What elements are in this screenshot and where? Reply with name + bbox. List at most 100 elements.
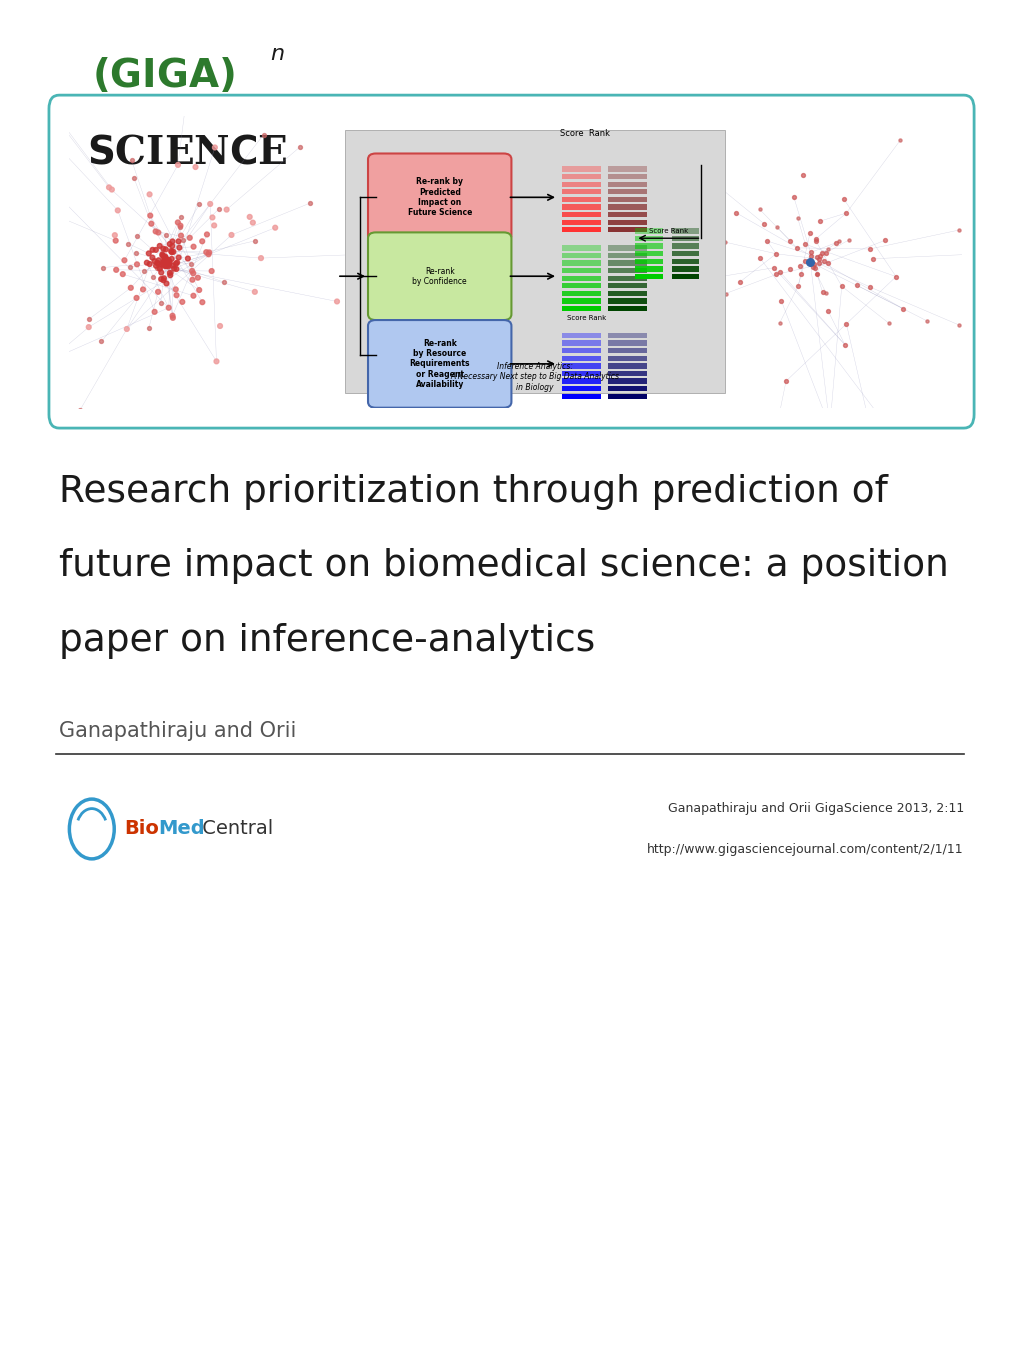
Point (185, 285, 202, 307)
Point (160, 296, 176, 318)
Bar (561, 341, 600, 345)
Bar (607, 348, 646, 353)
Point (162, 265, 178, 287)
Point (805, 253, 821, 275)
Point (184, 269, 201, 291)
Point (162, 262, 178, 284)
Bar (635, 236, 662, 241)
Bar (561, 333, 600, 338)
Point (158, 253, 174, 275)
Point (145, 239, 161, 261)
Point (148, 220, 164, 242)
Text: Inference Analytics:
A Necessary Next step to Big Data Analytics
in Biology: Inference Analytics: A Necessary Next st… (449, 361, 619, 391)
Point (247, 281, 263, 303)
Point (184, 262, 201, 284)
Point (171, 236, 187, 258)
Point (796, 250, 812, 272)
Point (172, 224, 189, 246)
Bar (607, 291, 646, 296)
Point (158, 250, 174, 272)
Point (122, 255, 139, 277)
Point (194, 231, 210, 253)
Bar (561, 204, 600, 209)
Point (367, 243, 383, 265)
Point (183, 260, 200, 281)
Point (161, 234, 177, 255)
Point (201, 242, 217, 264)
Point (164, 304, 180, 326)
Point (158, 253, 174, 275)
Bar (607, 356, 646, 361)
Point (155, 245, 171, 266)
Bar (561, 348, 600, 353)
Text: Research prioritization through prediction of: Research prioritization through predicti… (59, 474, 888, 510)
Bar (635, 243, 662, 249)
Point (163, 247, 179, 269)
Point (158, 250, 174, 272)
Bar (607, 299, 646, 303)
Point (950, 314, 966, 336)
Bar (561, 371, 600, 376)
Point (168, 258, 184, 280)
Bar (561, 379, 600, 383)
Bar (607, 379, 646, 383)
Point (686, 156, 702, 178)
Point (153, 268, 169, 289)
Point (821, 416, 838, 438)
Point (200, 243, 216, 265)
Point (109, 200, 125, 222)
Point (158, 224, 174, 246)
Bar (672, 251, 699, 257)
Bar (607, 386, 646, 391)
Bar (561, 189, 600, 194)
Point (801, 251, 817, 273)
Text: http://www.gigasciencejournal.com/content/2/1/11: http://www.gigasciencejournal.com/conten… (647, 843, 963, 856)
Bar (672, 243, 699, 249)
Point (771, 261, 788, 283)
Text: future impact on biomedical science: a position: future impact on biomedical science: a p… (59, 549, 948, 584)
Point (892, 129, 908, 151)
Point (39, 92, 55, 114)
Point (838, 202, 854, 224)
Point (864, 247, 880, 269)
Point (158, 273, 174, 295)
Bar (635, 251, 662, 257)
Point (141, 317, 157, 338)
Point (716, 283, 733, 304)
Bar (561, 166, 600, 171)
Point (33, 87, 49, 109)
Point (768, 216, 785, 238)
Point (895, 298, 911, 319)
Point (150, 222, 166, 243)
Bar (561, 174, 600, 179)
Text: Ganapathiraju and Orii: Ganapathiraju and Orii (59, 720, 297, 741)
Bar (635, 266, 662, 272)
Bar (635, 258, 662, 264)
Point (148, 239, 164, 261)
Bar (561, 197, 600, 202)
Point (808, 264, 824, 285)
Point (182, 253, 199, 275)
Point (799, 250, 815, 272)
Point (884, 519, 901, 541)
Point (861, 276, 877, 298)
Bar (607, 182, 646, 186)
Point (172, 215, 189, 236)
Bar (561, 363, 600, 368)
Point (767, 264, 784, 285)
Point (128, 254, 145, 276)
Point (751, 198, 767, 220)
Point (119, 99, 136, 121)
Point (782, 230, 798, 251)
Point (116, 250, 132, 272)
Point (32, 166, 48, 188)
Point (732, 270, 748, 292)
Point (169, 154, 185, 175)
Point (107, 230, 123, 251)
Point (142, 205, 158, 227)
Point (150, 253, 166, 275)
Point (710, 266, 727, 288)
Text: Re-rank
by Confidence: Re-rank by Confidence (412, 266, 467, 285)
Point (741, 549, 757, 571)
Point (841, 228, 857, 250)
